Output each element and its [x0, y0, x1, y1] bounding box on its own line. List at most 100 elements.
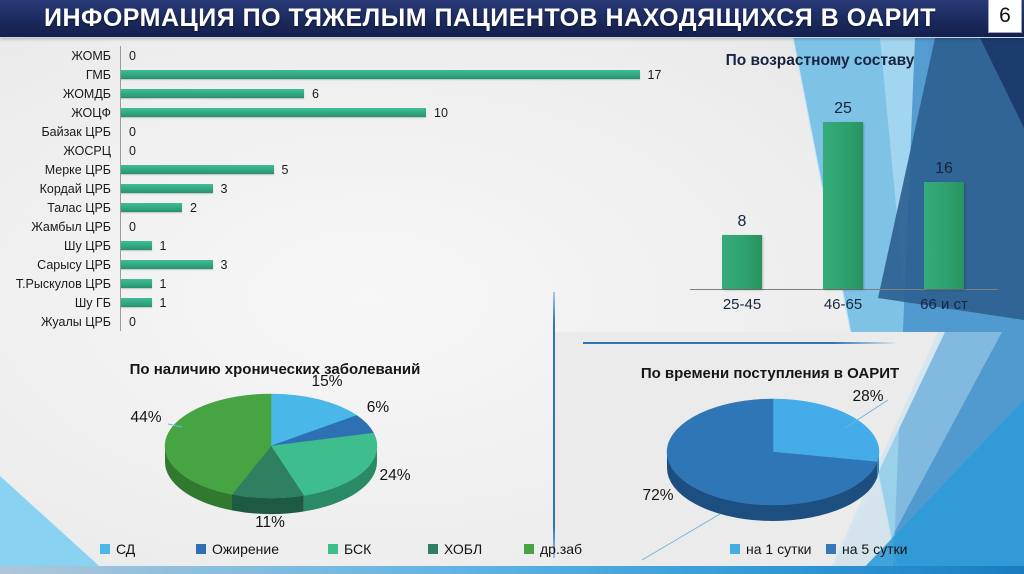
bar-value-label: 2: [190, 200, 197, 215]
pie-slice-side: [303, 446, 377, 512]
bar-row: Жамбыл ЦРБ 0: [8, 217, 668, 236]
legend-swatch: [100, 544, 110, 554]
legend-item: Ожирение: [196, 541, 279, 557]
bar-value-label: 5: [281, 162, 289, 177]
bar-row: Шу ГБ 1: [8, 293, 668, 312]
legend-item: БСК: [328, 541, 371, 557]
bar-value-label: 0: [129, 48, 136, 63]
pie-slice-БСК: [270, 432, 378, 496]
bar-category-label: ЖОМБ: [71, 48, 111, 63]
slide-title: ИНФОРМАЦИЯ ПО ТЯЖЕЛЫМ ПАЦИЕНТОВ НАХОДЯЩИ…: [43, 4, 937, 32]
pie-percent-label: 28%: [852, 388, 884, 405]
bar-track: 0: [120, 217, 668, 236]
bar-row: Мерке ЦРБ 5: [8, 160, 668, 179]
bar-value-label: 0: [129, 143, 136, 158]
legend-swatch: [826, 544, 836, 554]
bar-category-label: Сарысу ЦРБ: [37, 257, 111, 272]
label-leader-line: [844, 399, 889, 429]
age-chart-title: По возрастному составу: [725, 52, 915, 69]
horizontal-divider: [583, 342, 895, 344]
bar-track: 2: [120, 198, 668, 217]
bar-category-label: Шу ГБ: [74, 295, 111, 310]
bar-track: 0: [120, 122, 668, 141]
bar-row: ЖОЦФ 10: [8, 103, 668, 122]
bar-category-label: ГМБ: [85, 67, 111, 82]
pie-percent-label: 15%: [311, 373, 343, 390]
bar-track: 17: [120, 65, 668, 84]
bar-category-label: Жуалы ЦРБ: [40, 314, 111, 329]
bar-value-label: 0: [129, 124, 136, 139]
title-bar: ИНФОРМАЦИЯ ПО ТЯЖЕЛЫМ ПАЦИЕНТОВ НАХОДЯЩИ…: [0, 0, 1024, 38]
bar-category-label: Мерке ЦРБ: [44, 162, 111, 177]
admission-pie-title: По времени поступления в ОАРИТ: [640, 365, 900, 382]
label-leader-line: [167, 423, 183, 428]
bar-category-label: Байзак ЦРБ: [41, 124, 111, 139]
bar: [121, 70, 640, 79]
bar-track: 5: [120, 160, 668, 179]
bar: [121, 279, 152, 288]
bar: [121, 203, 182, 212]
bar-track: 10: [120, 103, 668, 122]
bar-category-label: Талас ЦРБ: [47, 200, 111, 215]
pie-percent-label: 24%: [379, 467, 411, 484]
legend-swatch: [196, 544, 206, 554]
bar-category-label: Т.Рыскулов ЦРБ: [15, 276, 111, 291]
legend-item: др.заб: [524, 541, 582, 557]
bar-row: Сарысу ЦРБ 3: [8, 255, 668, 274]
pie-percent-label: 72%: [642, 487, 674, 504]
bar-value-label: 3: [220, 181, 228, 196]
bar-category-label: Шу ЦРБ: [64, 238, 111, 253]
page-number: 6: [988, 0, 1022, 33]
bar-row: Т.Рыскулов ЦРБ 1: [8, 274, 668, 293]
legend-item: на 1 сутки: [730, 541, 811, 557]
pie-slice-на 1 сутки: [772, 398, 880, 463]
pie-percent-label: 6%: [366, 399, 390, 416]
pie-slice-на 5 сутки: [666, 398, 878, 506]
bar-track: 3: [120, 255, 668, 274]
legend-item: ХОБЛ: [428, 541, 482, 557]
hospitals-bar-chart: ЖОМБ 0 ГМБ 17 ЖОМДБ 6 ЖОЦФ 10 Байзак ЦРБ 0 ЖОСРЦ 0 М…: [8, 46, 668, 331]
bar-track: 0: [120, 46, 668, 65]
bar-value-label: 6: [312, 86, 319, 101]
vertical-divider: [553, 292, 555, 558]
pie-percent-label: 44%: [130, 409, 162, 426]
legend-label: на 1 сутки: [746, 541, 812, 557]
admission-pie-chart: [641, 398, 889, 561]
legend-label: на 5 сутки: [842, 541, 908, 557]
bar-row: ЖОМДБ 6: [8, 84, 668, 103]
legend-swatch: [428, 544, 438, 554]
pie-slice-side: [877, 452, 879, 478]
bar-track: 3: [120, 179, 668, 198]
bar-value-label: 1: [159, 295, 167, 310]
legend-label: Ожирение: [212, 541, 279, 557]
bar-row: ЖОСРЦ 0: [8, 141, 668, 160]
bar: [121, 108, 426, 117]
bar-row: ЖОМБ 0: [8, 46, 668, 65]
bar-row: Шу ЦРБ 1: [8, 236, 668, 255]
pie-slice-др.заб: [164, 393, 272, 495]
bar-value-label: 3: [220, 257, 228, 272]
bar-value-label: 17: [647, 67, 662, 82]
pie-slice-ХОБЛ: [231, 445, 305, 499]
legend-swatch: [730, 544, 740, 554]
bar-category-label: Кордай ЦРБ: [39, 181, 111, 196]
bar: [121, 184, 213, 193]
bar: [121, 241, 152, 250]
legend-swatch: [328, 544, 338, 554]
bar: [121, 89, 304, 98]
legend-item: СД: [100, 541, 135, 557]
bar-value-label: 1: [159, 238, 167, 253]
bar: [121, 165, 274, 174]
pie-percent-label: 11%: [255, 514, 285, 531]
bar-category-label: ЖОМДБ: [62, 86, 111, 101]
bar-track: 6: [120, 84, 668, 103]
bar-value-label: 1: [159, 276, 167, 291]
bar-value-label: 10: [434, 105, 448, 120]
bar-track: 1: [120, 274, 668, 293]
bar-row: Жуалы ЦРБ 0: [8, 312, 668, 331]
bar-category-label: ЖОЦФ: [71, 105, 111, 120]
bar-category-label: ЖОСРЦ: [63, 143, 111, 158]
pie-slice-СД: [270, 393, 358, 447]
legend-label: др.заб: [540, 541, 583, 557]
label-leader-line: [641, 513, 721, 561]
